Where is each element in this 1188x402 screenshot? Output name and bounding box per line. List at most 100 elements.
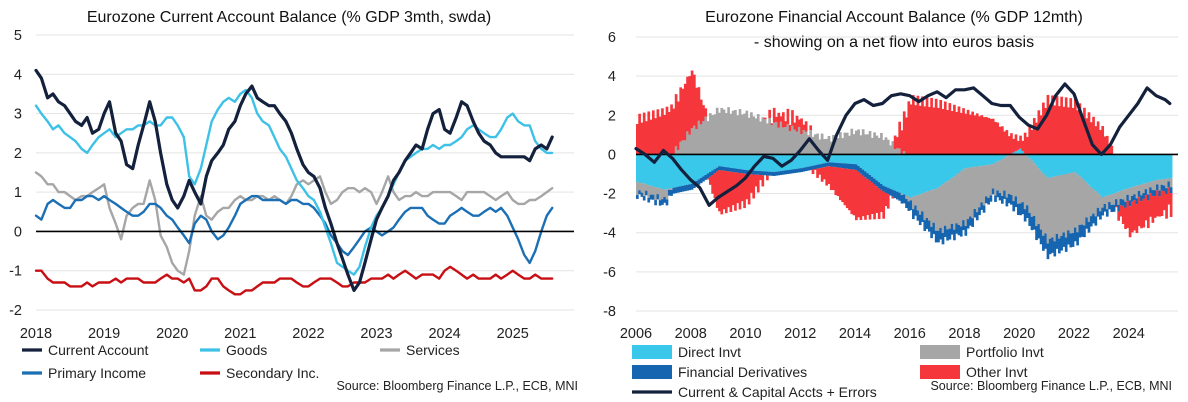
bar-direct-invt [665,154,669,190]
bar-direct-invt [975,154,979,167]
bar-other-invt [770,123,774,125]
y-tick-label: -2 [603,187,616,203]
bar-direct-invt [859,154,863,168]
bar-portfolio-invt [642,183,646,197]
y-tick-label: 4 [608,69,616,85]
bar-other-invt [766,175,769,181]
bar-financial-derivatives [779,171,783,175]
bar-portfolio-invt [1062,174,1066,233]
bar-other-invt [823,167,826,180]
bar-financial-derivatives [766,171,769,176]
bar-financial-derivatives [743,169,746,174]
bar-financial-derivatives [891,189,895,197]
bar-other-invt [1101,126,1105,155]
bar-direct-invt [841,154,844,164]
bar-direct-invt [768,154,771,172]
bar-portfolio-invt [670,188,673,191]
bar-other-invt [825,166,829,186]
bar-other-invt [677,101,680,150]
bar-portfolio-invt [991,164,995,189]
bar-other-invt [784,121,787,128]
bar-financial-derivatives [848,163,851,170]
bar-portfolio-invt [980,165,984,203]
bar-other-invt [663,114,667,155]
bar-other-invt [948,103,952,155]
bar-direct-invt [939,154,943,187]
bar-portfolio-invt [1117,191,1121,205]
bar-financial-derivatives [1128,200,1132,207]
bar-portfolio-invt [852,134,856,155]
bar-financial-derivatives [854,164,858,171]
bar-portfolio-invt [953,176,956,230]
bar-portfolio-invt [973,166,977,210]
bar-financial-derivatives [1014,196,1018,208]
bar-financial-derivatives [1010,194,1013,205]
bar-direct-invt [854,154,858,165]
y-tick-label: -8 [603,304,616,320]
bar-portfolio-invt [880,132,883,155]
bar-portfolio-invt [1087,184,1091,222]
bar-other-invt [1032,118,1036,155]
bar-other-invt [927,106,931,155]
bar-portfolio-invt [900,193,904,196]
x-tick-label: 2024 [428,326,460,342]
bar-direct-invt [1101,154,1105,198]
bar-portfolio-invt [718,112,721,155]
bar-other-invt [845,168,849,209]
bar-financial-derivatives [800,168,803,173]
bar-direct-invt [1115,154,1118,193]
bar-financial-derivatives [971,218,975,227]
bar-other-invt [829,166,833,191]
bar-financial-derivatives [1119,198,1123,206]
bar-financial-derivatives [715,167,719,172]
bar-direct-invt [836,154,840,163]
bar-financial-derivatives [907,201,911,211]
bar-financial-derivatives [1124,201,1127,208]
bar-other-invt [1019,135,1022,149]
bar-direct-invt [1012,152,1016,155]
bar-financial-derivatives [768,171,771,176]
bar-financial-derivatives [825,162,829,167]
bar-direct-invt [948,154,952,180]
bar-direct-invt [1149,154,1152,182]
bar-financial-derivatives [759,171,762,175]
bar-portfolio-invt [870,137,874,155]
bar-other-invt [1039,115,1043,155]
source-note: Source: Bloomberg Finance L.P., ECB, MNI [336,379,578,393]
bar-other-invt [852,169,856,216]
bar-direct-invt [686,154,689,185]
bar-portfolio-invt [793,129,797,155]
bar-portfolio-invt [825,138,829,155]
bar-other-invt [708,176,712,185]
bar-direct-invt [647,154,651,186]
bar-direct-invt [1067,154,1070,174]
bar-portfolio-invt [816,133,819,155]
bar-direct-invt [1037,154,1041,169]
bar-portfolio-invt [902,151,906,155]
bar-other-invt [1003,131,1006,155]
bar-other-invt [779,116,783,122]
x-tick-label: 2025 [497,326,529,342]
bar-financial-derivatives [1007,193,1011,204]
bar-portfolio-invt [1030,160,1034,217]
bar-portfolio-invt [1014,154,1018,197]
bar-direct-invt [937,154,940,188]
bar-other-invt [864,177,867,220]
legend-label: Goods [226,342,267,358]
bar-direct-invt [1131,154,1134,188]
bar-direct-invt [1000,154,1004,159]
current-account-chart-panel: Eurozone Current Account Balance (% GDP … [9,9,578,393]
bar-financial-derivatives [1067,230,1070,245]
bar-direct-invt [1165,154,1168,179]
bar-portfolio-invt [766,123,769,155]
bar-financial-derivatives [786,170,790,174]
bar-direct-invt [663,154,667,190]
x-tick-label: 2016 [894,326,926,342]
bar-other-invt [1083,107,1086,155]
bar-direct-invt [1062,154,1066,175]
bar-portfolio-invt [1115,192,1118,200]
bar-financial-derivatives [955,223,959,234]
bar-portfolio-invt [658,188,662,201]
bar-direct-invt [734,154,737,169]
bar-portfolio-invt [677,149,680,155]
